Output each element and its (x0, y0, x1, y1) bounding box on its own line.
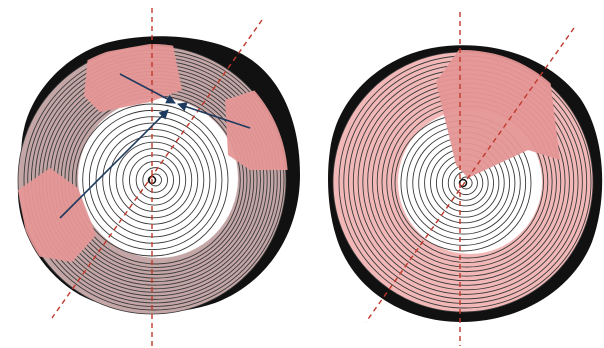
left-trunk-cross-section (17, 8, 300, 346)
left-arrow-left (59, 109, 169, 219)
left-inner-ring (108, 135, 199, 225)
left-inner-ring (149, 173, 162, 187)
left-sapwood-core (78, 98, 238, 258)
left-inner-ring (135, 160, 175, 200)
right-trunk-cross-section (328, 12, 603, 346)
left-arrow-right (177, 102, 251, 129)
left-inner-ring (122, 148, 187, 212)
left-inner-ring (115, 141, 193, 219)
right-sector (436, 50, 560, 178)
left-inner-ring (142, 167, 168, 193)
right-diagonal-axis (365, 27, 575, 323)
left-diagonal-axis (51, 19, 263, 319)
left-arrow-top (119, 73, 176, 104)
left-inner-ring (102, 129, 205, 231)
left-sector-left (18, 168, 96, 262)
left-inner-ring (95, 122, 211, 238)
left-inner-ring (129, 154, 181, 206)
